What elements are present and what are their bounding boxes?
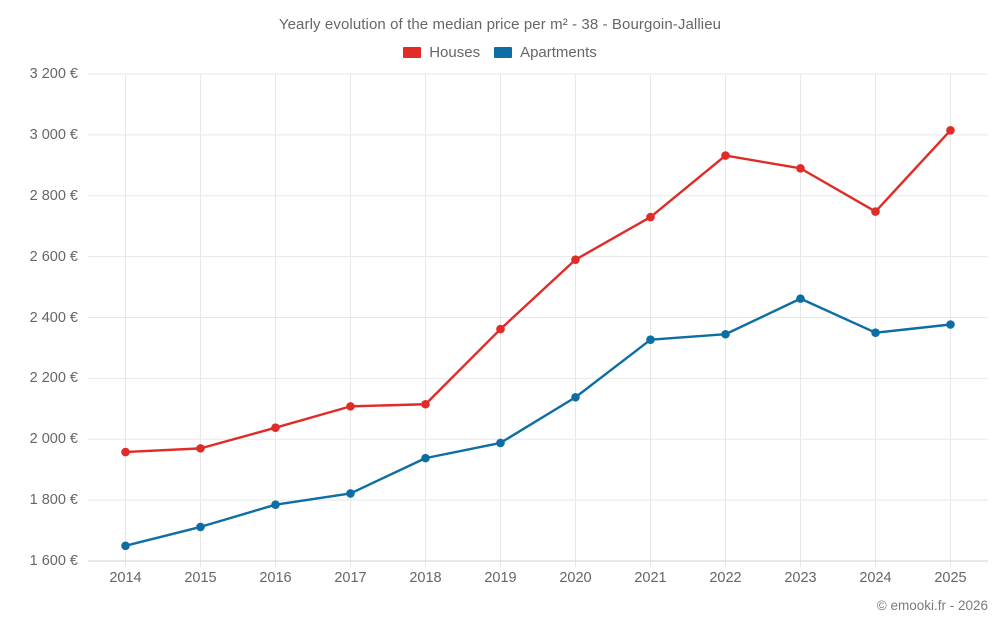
x-axis-tick-label: 2020 (559, 570, 592, 586)
x-axis-tick-label: 2023 (784, 570, 817, 586)
data-point-apartments[interactable] (496, 438, 505, 448)
data-point-apartments[interactable] (946, 320, 955, 329)
x-axis-tick-label: 2019 (484, 570, 517, 586)
legend-item-houses[interactable]: Houses (403, 44, 480, 61)
data-point-houses[interactable] (421, 399, 430, 409)
data-point-apartments[interactable] (871, 328, 880, 338)
x-axis-tick-label: 2015 (184, 570, 217, 586)
data-point-houses[interactable] (571, 255, 580, 264)
x-axis-tick-label: 2017 (334, 570, 367, 586)
x-axis-tick-label: 2022 (709, 570, 742, 586)
data-point-apartments[interactable] (196, 522, 205, 532)
data-point-houses[interactable] (646, 212, 655, 222)
data-point-houses[interactable] (196, 444, 205, 453)
legend-label-apartments: Apartments (520, 44, 597, 61)
y-axis-tick-label: 3 200 € (29, 66, 78, 82)
data-point-apartments[interactable] (796, 294, 805, 303)
legend-item-apartments[interactable]: Apartments (494, 44, 597, 61)
data-point-houses[interactable] (271, 423, 280, 432)
series-lines (124, 129, 952, 547)
data-point-apartments[interactable] (121, 541, 130, 551)
data-point-houses[interactable] (871, 207, 880, 216)
data-point-houses[interactable] (946, 126, 955, 135)
x-axis-tick-label: 2025 (934, 570, 967, 586)
chart-legend: Houses Apartments (0, 44, 1000, 61)
series-line-houses (124, 129, 952, 454)
copyright-credit: © emooki.fr - 2026 (876, 598, 988, 613)
data-point-houses[interactable] (496, 324, 505, 334)
y-axis-tick-label: 2 400 € (29, 309, 78, 326)
data-point-houses[interactable] (796, 164, 805, 173)
legend-swatch-apartments (494, 47, 513, 58)
y-axis-tick-label: 1 600 € (29, 553, 78, 569)
x-axis-ticks (125, 74, 951, 567)
series-line-apartments (124, 297, 952, 547)
data-point-apartments[interactable] (646, 335, 655, 345)
data-point-houses[interactable] (121, 447, 130, 457)
x-axis-tick-label: 2016 (259, 570, 292, 586)
y-axis-tick-label: 3 000 € (29, 126, 78, 143)
data-point-houses[interactable] (721, 151, 730, 160)
legend-label-houses: Houses (429, 44, 481, 61)
y-axis-labels: 1 600 € 1 800 € 2 000 € 2 200 € 2 400 € 2 600… (0, 0, 78, 625)
x-axis-tick-label: 2014 (109, 570, 142, 586)
y-axis-tick-label: 2 800 € (29, 187, 78, 204)
data-point-apartments[interactable] (571, 392, 580, 402)
series-points (121, 126, 955, 551)
data-point-apartments[interactable] (421, 453, 430, 463)
legend-swatch-houses (403, 47, 422, 58)
y-axis-tick-label: 2 600 € (29, 248, 78, 265)
chart-title: Yearly evolution of the median price per… (278, 16, 722, 33)
data-point-houses[interactable] (346, 402, 355, 411)
data-point-apartments[interactable] (271, 500, 280, 509)
y-axis-tick-label: 1 800 € (29, 492, 78, 509)
x-axis-tick-label: 2018 (409, 570, 442, 586)
x-axis-tick-label: 2024 (859, 570, 892, 586)
x-axis-tick-label: 2021 (634, 570, 667, 586)
y-axis-tick-label: 2 000 € (29, 431, 78, 448)
gridlines (88, 73, 988, 562)
data-point-apartments[interactable] (721, 329, 730, 339)
y-axis-tick-label: 2 200 € (29, 370, 78, 387)
data-point-apartments[interactable] (346, 489, 355, 498)
